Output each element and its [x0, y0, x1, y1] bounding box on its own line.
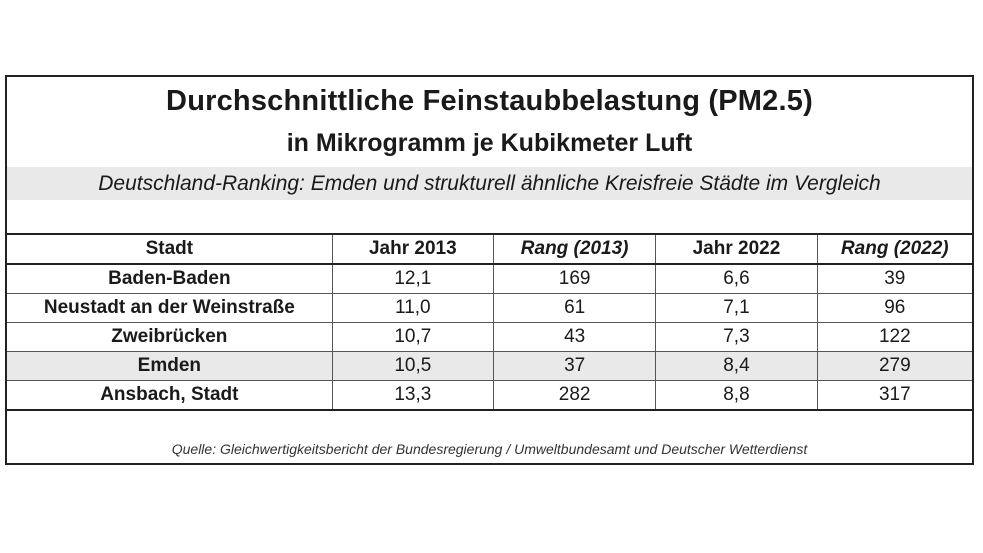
table-header-row: Stadt Jahr 2013 Rang (2013) Jahr 2022 Ra…	[7, 233, 972, 265]
pm2022-cell: 8,4	[655, 351, 818, 381]
city-cell: Neustadt an der Weinstraße	[7, 293, 333, 323]
chart-subtitle: in Mikrogramm je Kubikmeter Luft	[286, 129, 693, 157]
rank2022-cell: 96	[816, 293, 972, 323]
city-cell: Zweibrücken	[7, 322, 333, 352]
city-cell: Ansbach, Stadt	[7, 380, 333, 411]
ranking-caption: Deutschland-Ranking: Emden und strukture…	[7, 167, 972, 200]
pm2013-cell: 11,0	[331, 293, 494, 323]
header-jahr-2022: Jahr 2022	[655, 233, 818, 265]
pm25-table: Stadt Jahr 2013 Rang (2013) Jahr 2022 Ra…	[7, 233, 972, 411]
header-rang-2022: Rang (2022)	[816, 233, 972, 265]
table-row: Baden-Baden 12,1 169 6,6 39	[7, 263, 972, 294]
rank2013-cell: 169	[492, 263, 656, 294]
header-jahr-2013: Jahr 2013	[331, 233, 494, 265]
pm2013-cell: 10,7	[331, 322, 494, 352]
rank2022-cell: 39	[816, 263, 972, 294]
chart-title: Durchschnittliche Feinstaubbelastung (PM…	[166, 85, 813, 117]
pm2022-cell: 6,6	[655, 263, 818, 294]
table-frame: Durchschnittliche Feinstaubbelastung (PM…	[5, 75, 974, 465]
pm2013-cell: 12,1	[331, 263, 494, 294]
pm2013-cell: 10,5	[331, 351, 494, 381]
table-row: Zweibrücken 10,7 43 7,3 122	[7, 322, 972, 352]
city-cell: Baden-Baden	[7, 263, 333, 294]
rank2013-cell: 43	[492, 322, 656, 352]
rank2013-cell: 282	[492, 380, 656, 411]
table-row: Emden 10,5 37 8,4 279	[7, 351, 972, 381]
pm2022-cell: 7,3	[655, 322, 818, 352]
header-stadt: Stadt	[7, 233, 333, 265]
pm2022-cell: 8,8	[655, 380, 818, 411]
rank2022-cell: 122	[816, 322, 972, 352]
table-body: Baden-Baden 12,1 169 6,6 39 Neustadt an der W…	[7, 263, 972, 411]
header-rang-2013: Rang (2013)	[492, 233, 656, 265]
city-cell: Emden	[7, 351, 333, 381]
rank2022-cell: 279	[816, 351, 972, 381]
source-note: Quelle: Gleichwertigkeitsbericht der Bun…	[171, 441, 808, 457]
table-row: Ansbach, Stadt 13,3 282 8,8 317	[7, 380, 972, 411]
rank2013-cell: 37	[492, 351, 656, 381]
rank2013-cell: 61	[492, 293, 656, 323]
pm2013-cell: 13,3	[331, 380, 494, 411]
rank2022-cell: 317	[816, 380, 972, 411]
table-row: Neustadt an der Weinstraße 11,0 61 7,1 96	[7, 293, 972, 323]
pm2022-cell: 7,1	[655, 293, 818, 323]
